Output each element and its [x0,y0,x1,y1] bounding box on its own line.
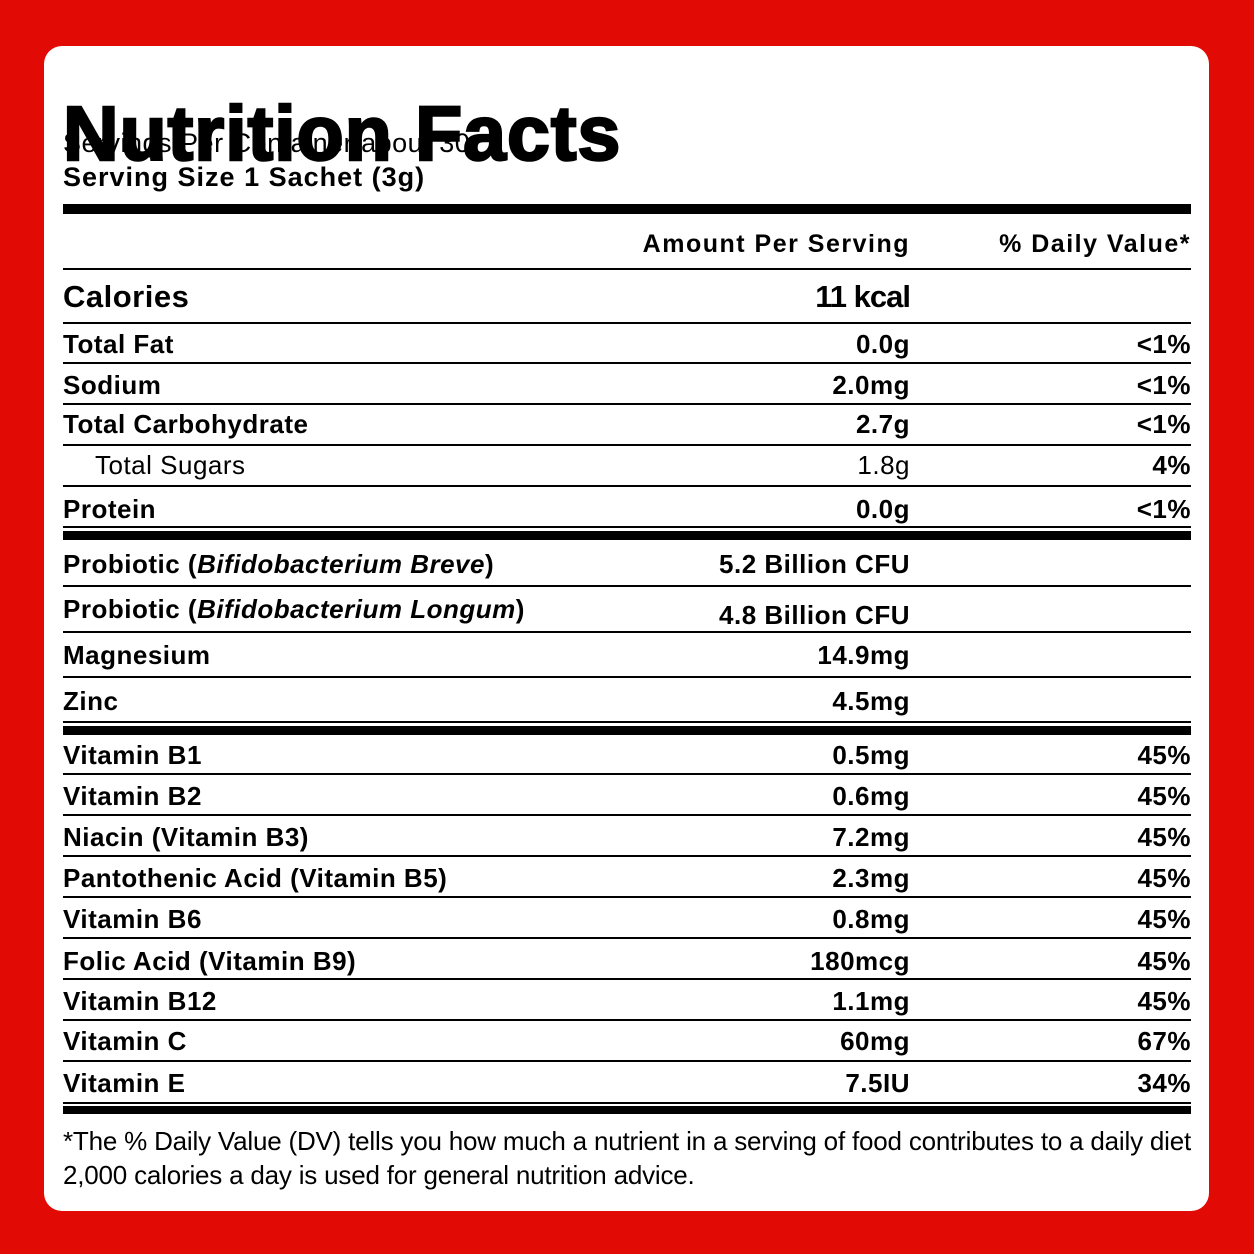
strain-name: Bifidobacterium Longum [197,594,516,624]
nutrient-name: Total Sugars [95,450,246,480]
divider [63,585,1191,587]
nutrient-daily-value: 67% [1137,1026,1191,1056]
divider [63,485,1191,487]
nutrient-daily-value: 45% [1137,904,1191,934]
nutrient-daily-value: <1% [1136,494,1191,524]
nutrient-amount: 0.0g [855,329,910,359]
nutrient-daily-value: 45% [1137,822,1191,852]
divider [63,814,1191,816]
nutrient-name: Folic Acid (Vitamin B9) [63,946,357,976]
divider [63,855,1191,857]
divider [63,1019,1191,1021]
divider [63,773,1191,775]
nutrient-amount: 0.5mg [832,740,910,770]
header-amount: Amount Per Serving [642,230,910,258]
nutrient-name: Probiotic (Bifidobacterium Longum) [63,594,525,624]
nutrient-amount: 5.2 Billion CFU [719,549,910,579]
nutrient-amount: 0.8mg [832,904,910,934]
nutrient-amount: 4.5mg [832,686,910,716]
nutrient-name: Pantothenic Acid (Vitamin B5) [63,863,448,893]
nutrient-amount: 1.1mg [832,986,910,1016]
nutrition-label-panel: Nutrition Facts Servings Per Container a… [44,46,1209,1211]
nutrient-daily-value: 45% [1137,740,1191,770]
nutrient-daily-value: <1% [1136,370,1191,400]
nutrient-daily-value: <1% [1136,329,1191,359]
divider [63,721,1191,723]
divider [63,631,1191,633]
nutrient-amount: 2.0mg [832,370,910,400]
nutrient-amount: 60mg [840,1026,910,1056]
strain-name: Bifidobacterium Breve [197,549,485,579]
nutrient-daily-value: 45% [1137,781,1191,811]
divider [63,526,1191,528]
daily-value-footnote: *The % Daily Value (DV) tells you how mu… [63,1126,1192,1190]
nutrient-name: Vitamin B12 [63,986,217,1016]
nutrient-daily-value: 4% [1152,450,1191,480]
divider [63,1102,1191,1104]
nutrient-name: Vitamin B2 [63,781,202,811]
nutrient-name: Protein [63,494,157,524]
nutrient-name: Vitamin C [63,1026,187,1056]
thick-divider [63,726,1191,735]
nutrient-daily-value: 45% [1137,863,1191,893]
nutrient-daily-value: 45% [1137,986,1191,1016]
nutrient-amount: 7.5IU [845,1068,910,1098]
nutrient-amount: 2.3mg [832,863,910,893]
nutrient-name: Total Carbohydrate [63,409,309,439]
divider [63,268,1191,270]
nutrient-name: Vitamin B1 [63,740,202,770]
divider [63,403,1191,405]
calories-label: Calories [63,279,190,314]
divider [63,322,1191,324]
thick-divider [63,1106,1191,1114]
nutrient-amount: 180mcg [810,946,910,976]
nutrient-amount: 0.0g [855,494,910,524]
nutrient-daily-value: <1% [1136,409,1191,439]
serving-size: Serving Size 1 Sachet (3g) [63,162,426,192]
divider [63,1060,1191,1062]
header-daily-value: % Daily Value* [999,230,1191,258]
nutrient-name: Vitamin E [63,1068,186,1098]
nutrient-name: Niacin (Vitamin B3) [63,822,309,852]
divider [63,896,1191,898]
servings-per-container: Servings Per Container about 30 [63,128,471,158]
nutrient-amount: 4.8 Billion CFU [719,600,910,630]
nutrient-amount: 14.9mg [817,640,910,670]
thick-divider [63,531,1191,540]
thick-divider [63,204,1191,214]
nutrient-name: Vitamin B6 [63,904,202,934]
divider [63,362,1191,364]
nutrient-name: Sodium [63,370,162,400]
divider [63,444,1191,446]
nutrient-name: Probiotic (Bifidobacterium Breve) [63,549,495,579]
nutrient-daily-value: 45% [1137,946,1191,976]
nutrient-amount: 1.8g [857,450,910,480]
nutrient-name: Zinc [63,686,119,716]
divider [63,676,1191,678]
nutrient-name: Total Fat [63,329,174,359]
nutrient-amount: 0.6mg [832,781,910,811]
nutrient-daily-value: 34% [1137,1068,1191,1098]
label-title: Nutrition Facts [62,91,622,177]
divider [63,978,1191,980]
nutrient-amount: 7.2mg [832,822,910,852]
nutrient-name: Magnesium [63,640,211,670]
nutrient-amount: 2.7g [855,409,910,439]
divider [63,937,1191,939]
calories-amount: 11 kcal [815,279,911,314]
